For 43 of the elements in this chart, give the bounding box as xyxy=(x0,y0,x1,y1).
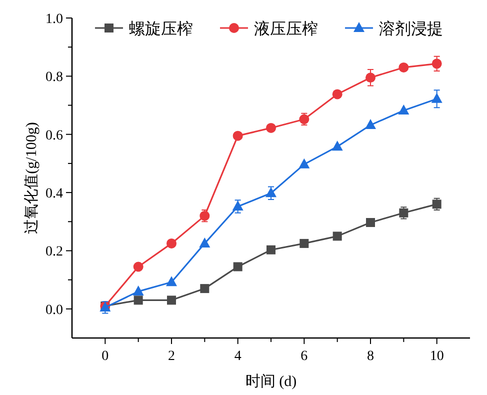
point xyxy=(266,187,276,198)
y-tick-label: 0.4 xyxy=(46,186,63,202)
point xyxy=(232,200,244,211)
point xyxy=(432,58,442,69)
x-tick-label: 4 xyxy=(234,349,242,364)
point xyxy=(332,89,342,100)
point xyxy=(166,238,176,248)
x-tick-label: 10 xyxy=(430,349,444,364)
point xyxy=(398,104,410,115)
point xyxy=(232,130,243,141)
y-tick-label: 0.0 xyxy=(46,302,63,318)
point xyxy=(266,245,276,254)
point xyxy=(332,232,342,241)
x-tick-label: 8 xyxy=(367,349,374,364)
point xyxy=(199,237,210,248)
point xyxy=(134,296,143,305)
x-tick-label: 0 xyxy=(102,349,109,364)
point xyxy=(298,158,310,168)
point xyxy=(133,262,144,272)
legend-label: 螺旋压榨 xyxy=(129,20,193,38)
legend-label: 溶剂浸提 xyxy=(379,20,443,38)
point xyxy=(132,285,144,296)
y-tick-label: 1.0 xyxy=(46,12,63,27)
legend-label: 液压压榨 xyxy=(254,20,318,38)
y-tick-label: 0.2 xyxy=(46,244,63,260)
point xyxy=(431,92,442,103)
point xyxy=(366,218,375,228)
point xyxy=(332,140,343,151)
y-axis-title: 过氧化值(g/100g) xyxy=(23,122,40,234)
point xyxy=(266,122,276,133)
x-axis-title: 时间 (d) xyxy=(245,373,297,390)
y-tick-label: 0.8 xyxy=(46,70,63,86)
point xyxy=(200,284,210,294)
point xyxy=(366,72,376,83)
point xyxy=(167,296,176,305)
point xyxy=(398,62,409,72)
x-tick-label: 6 xyxy=(300,349,308,364)
point xyxy=(166,276,177,286)
point xyxy=(300,238,309,248)
point xyxy=(365,119,376,130)
x-tick-label: 2 xyxy=(168,349,175,364)
point xyxy=(233,262,242,272)
y-tick-label: 0.6 xyxy=(46,128,63,144)
